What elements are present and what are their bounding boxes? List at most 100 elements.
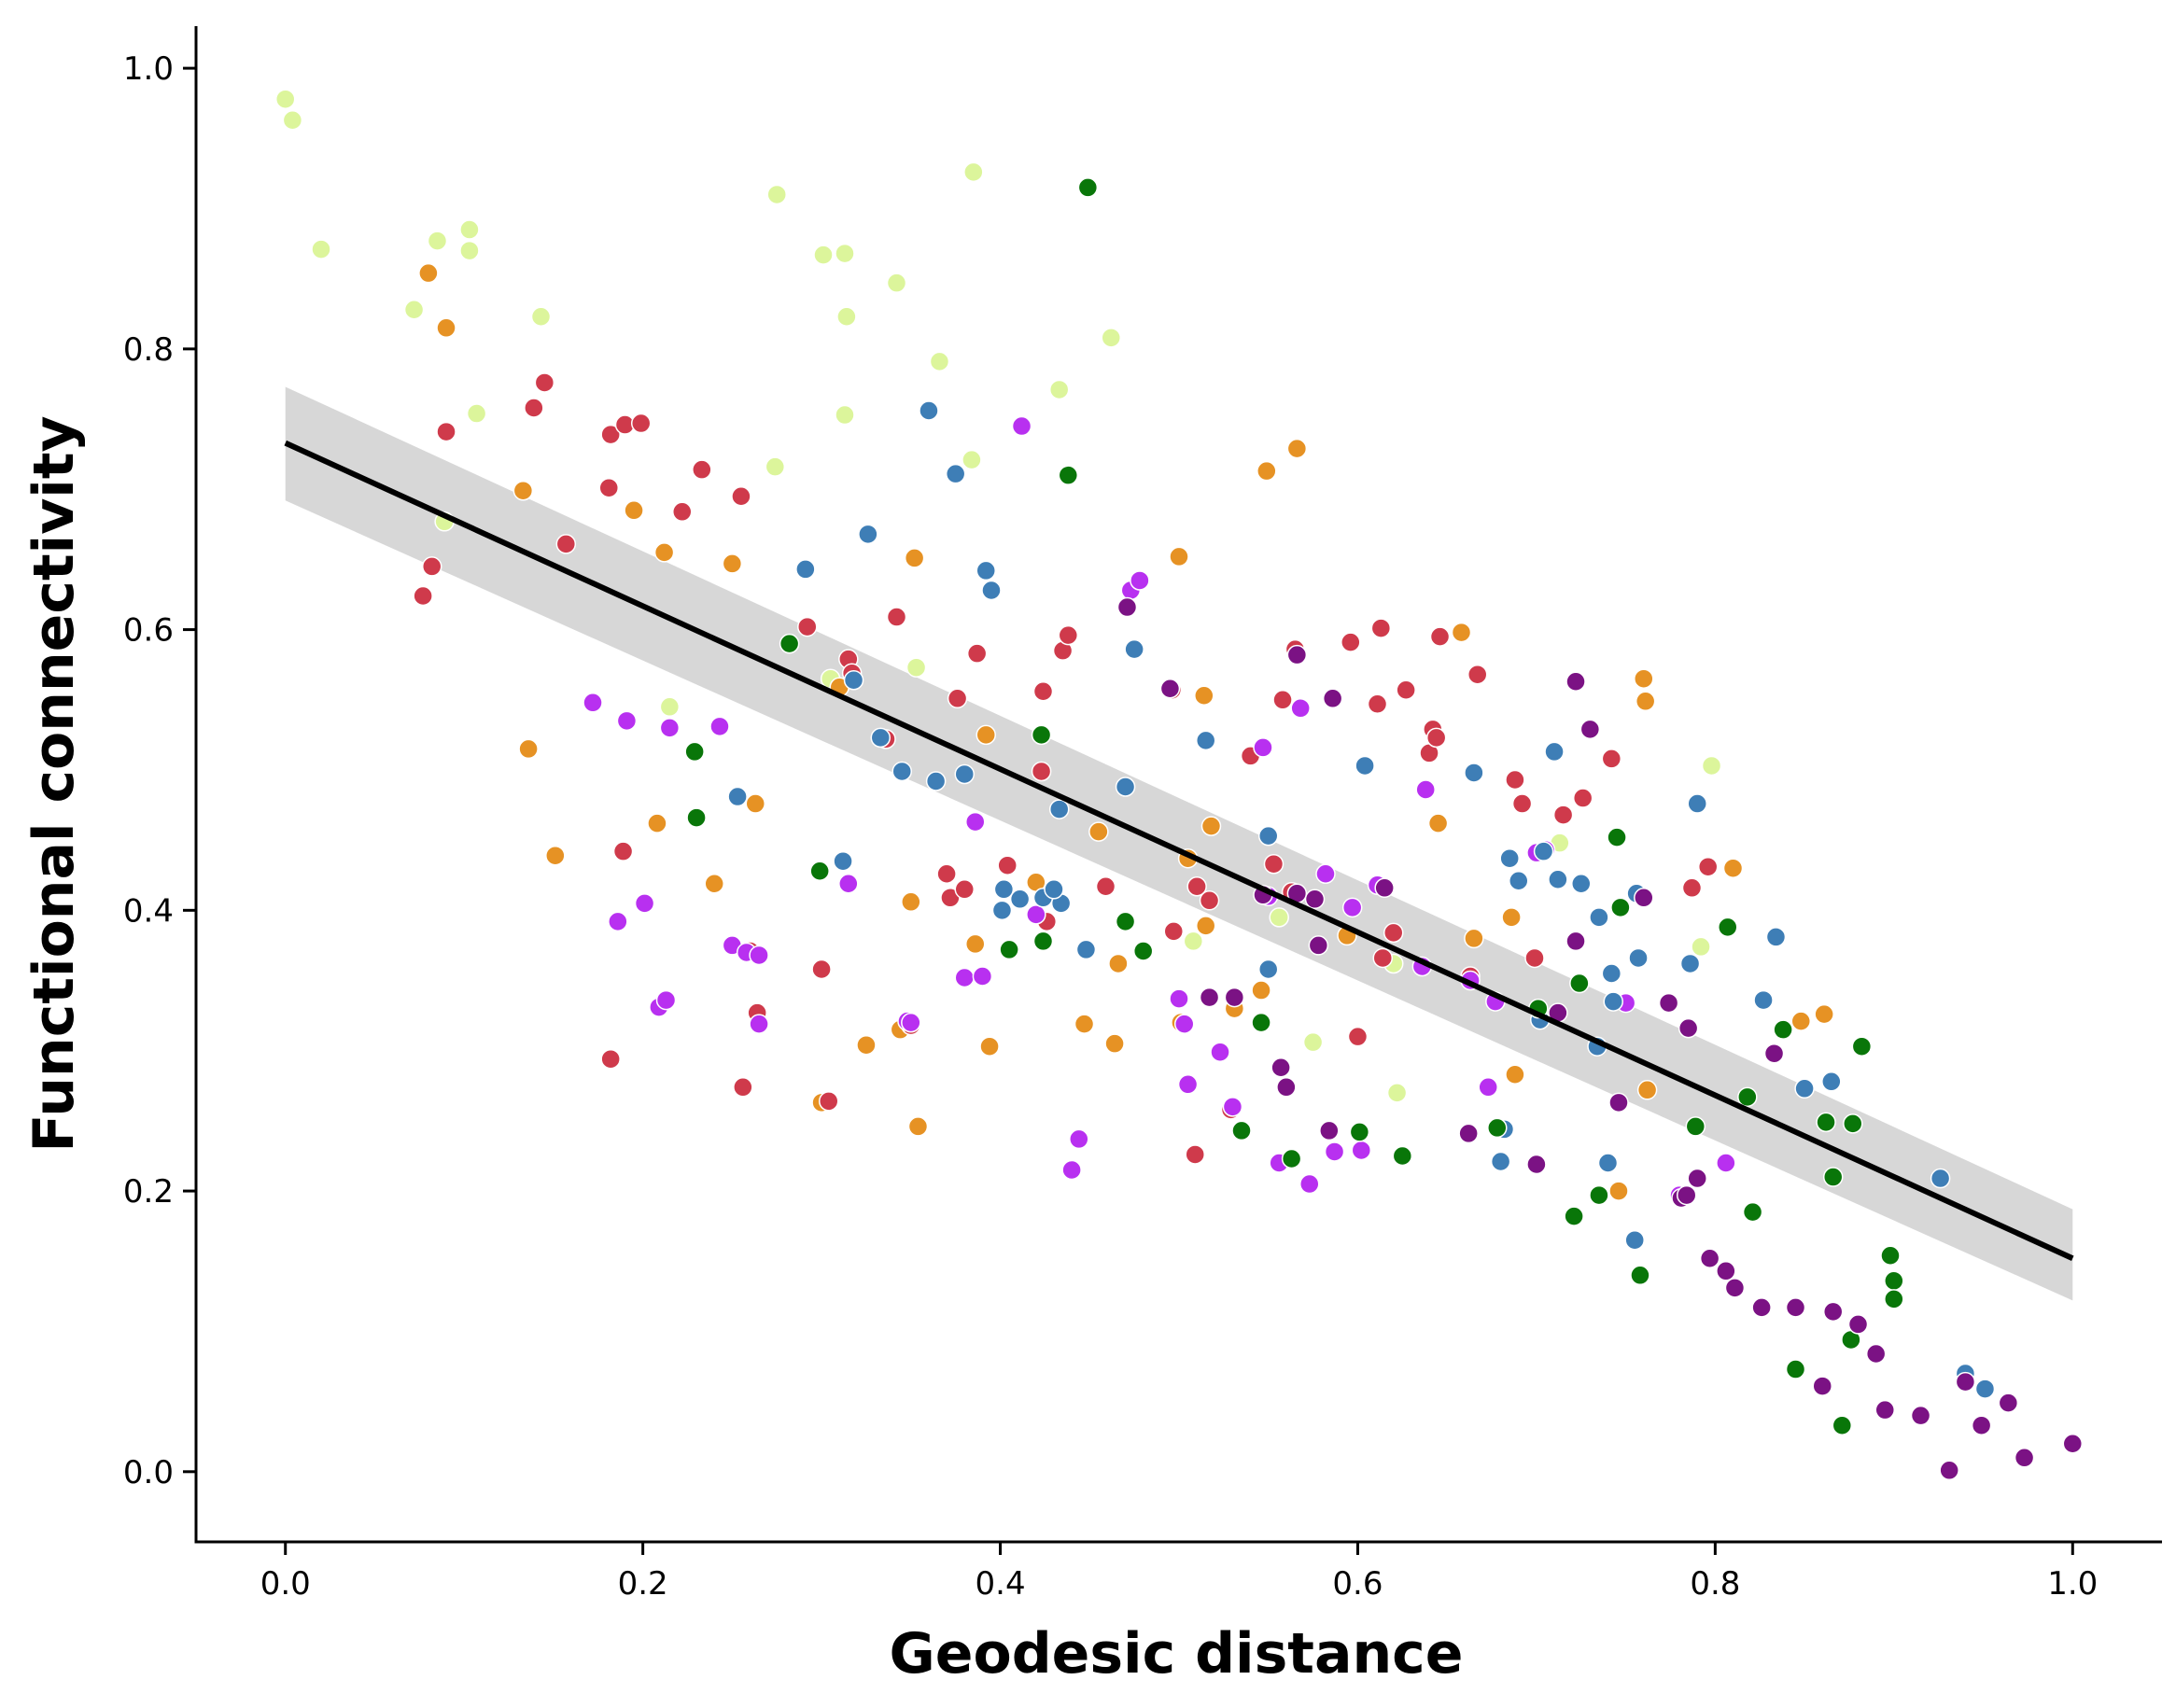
scatter-point [436, 421, 456, 442]
scatter-point [1880, 1245, 1901, 1266]
scatter-point [779, 633, 800, 654]
scatter-point [947, 688, 968, 709]
scatter-point [1608, 1181, 1629, 1201]
confidence-band-layer [285, 386, 2073, 1301]
scatter-point [1790, 1011, 1812, 1031]
scatter-point [1737, 1086, 1758, 1108]
scatter-point [1751, 1297, 1772, 1318]
scatter-point [608, 911, 628, 932]
scatter-point [1322, 688, 1343, 709]
scatter-point [1589, 907, 1609, 928]
scatter-point [2014, 1448, 2035, 1468]
scatter-point [1044, 879, 1064, 900]
scatter-point [858, 524, 878, 545]
scatter-point [1185, 1144, 1205, 1165]
scatter-point [1186, 876, 1207, 897]
scatter-point [1324, 1141, 1345, 1162]
scatter-point [459, 240, 480, 261]
scatter-point [1173, 1014, 1195, 1034]
scatter-point [1224, 987, 1245, 1008]
scatter-point [1169, 546, 1189, 567]
scatter-point [634, 893, 655, 914]
scatter-point [843, 669, 864, 691]
scatter-point [1048, 799, 1070, 819]
y-tick-label: 0.2 [123, 1173, 174, 1211]
scatter-point [1231, 1120, 1252, 1141]
scatter-point [1370, 618, 1392, 638]
scatter-point [1132, 941, 1154, 961]
scatter-point [1552, 805, 1574, 825]
x-tick-label: 0.4 [976, 1565, 1026, 1603]
scatter-point [999, 939, 1019, 960]
scatter-point [1814, 1003, 1834, 1025]
scatter-point [1773, 1019, 1793, 1040]
scatter-point [274, 89, 296, 109]
scatter-point [1163, 921, 1185, 942]
scatter-point [1478, 1077, 1498, 1098]
scatter-point [1526, 1154, 1547, 1175]
scatter-point [1565, 931, 1586, 952]
scatter-point [1271, 1057, 1291, 1078]
scatter-point [630, 413, 652, 434]
scatter-point [1031, 761, 1052, 782]
scatter-point [311, 239, 331, 259]
scatter-point [765, 456, 786, 477]
scatter-point [1974, 1379, 1996, 1399]
scatter-point [1505, 769, 1525, 791]
scatter-point [1601, 749, 1622, 769]
y-tick-label: 0.8 [123, 331, 174, 369]
scatter-point [1195, 916, 1216, 936]
scatter-point [1628, 947, 1649, 969]
scatter-point [1367, 693, 1388, 715]
scatter-point [1058, 465, 1079, 485]
scatter-point [722, 553, 743, 574]
scatter-point [886, 273, 907, 293]
scatter-point [1351, 1140, 1372, 1161]
scatter-point [1687, 1168, 1707, 1189]
scatter-point [1509, 871, 1529, 891]
scatter-point [1319, 1120, 1340, 1141]
scatter-point [954, 879, 976, 900]
scatter-point [1195, 730, 1216, 751]
scatter-point [1716, 1153, 1736, 1173]
scatter-point [813, 245, 834, 265]
scatter-point [1971, 1415, 1992, 1435]
scatter-point [1930, 1168, 1951, 1189]
scatter-point [1676, 1184, 1697, 1206]
scatter-point [530, 306, 552, 328]
scatter-point [655, 989, 677, 1011]
scatter-point [1075, 939, 1097, 960]
scatter-point [1429, 626, 1451, 647]
scatter-point [1699, 1248, 1720, 1269]
scatter-point [1169, 988, 1189, 1009]
scatter-point [612, 841, 634, 861]
scatter-point [518, 738, 539, 760]
scatter-point [1821, 1071, 1842, 1092]
scatter-point [1200, 816, 1222, 836]
scatter-point [1159, 678, 1181, 699]
scatter-point [692, 459, 712, 480]
scatter-point [1031, 724, 1052, 746]
scatter-point [1533, 841, 1554, 861]
scatter-point [1822, 1301, 1844, 1323]
scatter-point [282, 109, 303, 131]
scatter-point [524, 398, 544, 418]
scatter-point [1210, 1042, 1230, 1062]
scatter-point [1458, 1123, 1479, 1144]
scatter-point [583, 693, 603, 713]
scatter-point [1415, 779, 1436, 800]
scatter-point [1910, 1405, 1931, 1426]
scatter-point [919, 400, 939, 421]
scatter-point [1347, 1026, 1369, 1047]
scatter-point [905, 657, 927, 678]
scatter-point [1177, 1074, 1199, 1095]
scatter-point [1269, 907, 1289, 928]
scatter-point [870, 727, 891, 749]
scatter-point [856, 1034, 877, 1056]
scatter-point [964, 811, 986, 833]
scatter-point [997, 855, 1018, 875]
scatter-point [954, 763, 976, 785]
scatter-point [1222, 1097, 1243, 1117]
scatter-point [811, 959, 832, 980]
scatter-point [1304, 889, 1326, 910]
